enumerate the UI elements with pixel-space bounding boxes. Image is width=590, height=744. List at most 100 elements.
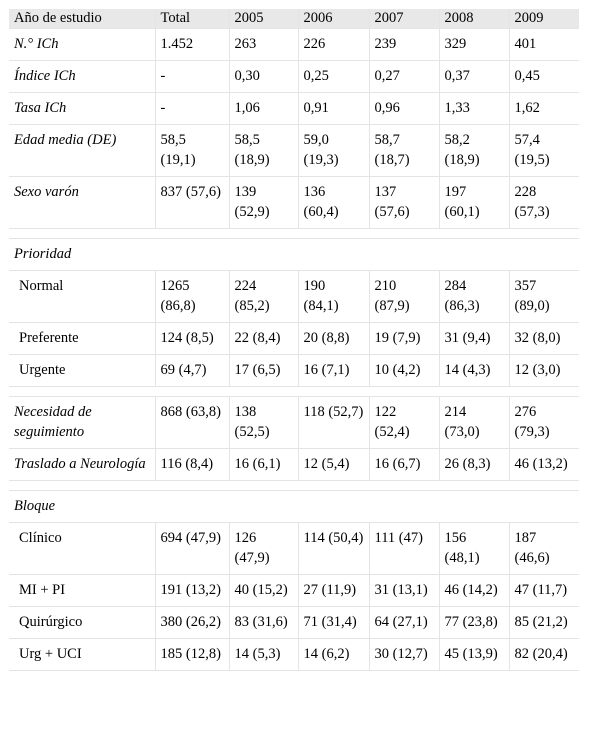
table-cell: 0,37 (439, 60, 510, 93)
table-cell: 239 (369, 28, 440, 61)
table-cell: 0,45 (509, 60, 579, 93)
spacer-cell (9, 480, 579, 491)
table-cell: 185 (12,8) (155, 638, 230, 671)
table-cell: 114 (50,4) (298, 522, 370, 575)
table-cell: 214 (73,0) (439, 396, 510, 449)
table-cell: 12 (5,4) (298, 448, 370, 481)
header-cell: 2005 (229, 9, 299, 29)
table-cell: 16 (7,1) (298, 354, 370, 387)
table-cell: 58,7 (18,7) (369, 124, 440, 177)
table-cell: 16 (6,7) (369, 448, 440, 481)
table-row: Urg + UCI 185 (12,8) 14 (5,3) 14 (6,2) 3… (9, 638, 579, 671)
row-label: Edad media (DE) (9, 124, 156, 177)
section-row: Bloque (9, 490, 579, 523)
table-cell: 124 (8,5) (155, 322, 230, 355)
table-row: MI + PI 191 (13,2) 40 (15,2) 27 (11,9) 3… (9, 574, 579, 607)
table-cell: 118 (52,7) (298, 396, 370, 449)
table-cell: 20 (8,8) (298, 322, 370, 355)
table-cell: - (155, 60, 230, 93)
table-cell: 10 (4,2) (369, 354, 440, 387)
row-label: Clínico (9, 522, 156, 575)
row-label: Necesidad de seguimiento (9, 396, 156, 449)
table-cell: 228 (57,3) (509, 176, 579, 229)
table-cell: 82 (20,4) (509, 638, 579, 671)
table-cell: 126 (47,9) (229, 522, 299, 575)
table-cell: 0,25 (298, 60, 370, 93)
table-cell: 32 (8,0) (509, 322, 579, 355)
table-cell: 58,5 (19,1) (155, 124, 230, 177)
table-row: Preferente 124 (8,5) 22 (8,4) 20 (8,8) 1… (9, 322, 579, 355)
table-cell: 224 (85,2) (229, 270, 299, 323)
table-cell: 47 (11,7) (509, 574, 579, 607)
table-row: Clínico 694 (47,9) 126 (47,9) 114 (50,4)… (9, 522, 579, 575)
section-title-prioridad: Prioridad (9, 238, 579, 271)
table-cell: 837 (57,6) (155, 176, 230, 229)
table-cell: 868 (63,8) (155, 396, 230, 449)
table-cell: 14 (6,2) (298, 638, 370, 671)
table-cell: 197 (60,1) (439, 176, 510, 229)
table-cell: 14 (4,3) (439, 354, 510, 387)
table-cell: 0,96 (369, 92, 440, 125)
spacer-cell (9, 386, 579, 397)
table-cell: 190 (84,1) (298, 270, 370, 323)
row-label: Índice ICh (9, 60, 156, 93)
table-header: Año de estudio Total 2005 2006 2007 2008… (9, 9, 579, 29)
table-row: Normal 1265 (86,8) 224 (85,2) 190 (84,1)… (9, 270, 579, 323)
row-label: Tasa ICh (9, 92, 156, 125)
table-cell: 27 (11,9) (298, 574, 370, 607)
header-cell: 2007 (369, 9, 440, 29)
table-cell: - (155, 92, 230, 125)
table-row: Tasa ICh - 1,06 0,91 0,96 1,33 1,62 (9, 92, 579, 125)
table-cell: 226 (298, 28, 370, 61)
header-row: Año de estudio Total 2005 2006 2007 2008… (9, 9, 579, 29)
table-cell: 17 (6,5) (229, 354, 299, 387)
table-cell: 380 (26,2) (155, 606, 230, 639)
row-label: Urgente (9, 354, 156, 387)
table-cell: 71 (31,4) (298, 606, 370, 639)
table-cell: 0,27 (369, 60, 440, 93)
table-cell: 138 (52,5) (229, 396, 299, 449)
row-label: Urg + UCI (9, 638, 156, 671)
table-cell: 31 (9,4) (439, 322, 510, 355)
table-cell: 122 (52,4) (369, 396, 440, 449)
table-row: Índice ICh - 0,30 0,25 0,27 0,37 0,45 (9, 60, 579, 93)
table-cell: 85 (21,2) (509, 606, 579, 639)
table-cell: 46 (13,2) (509, 448, 579, 481)
header-cell: 2008 (439, 9, 510, 29)
table-cell: 1.452 (155, 28, 230, 61)
table-cell: 694 (47,9) (155, 522, 230, 575)
table-cell: 64 (27,1) (369, 606, 440, 639)
table-container: Año de estudio Total 2005 2006 2007 2008… (9, 9, 579, 671)
row-label: N.° ICh (9, 28, 156, 61)
table-cell: 191 (13,2) (155, 574, 230, 607)
row-label: Quirúrgico (9, 606, 156, 639)
table-cell: 210 (87,9) (369, 270, 440, 323)
table-cell: 57,4 (19,5) (509, 124, 579, 177)
row-label: Sexo varón (9, 176, 156, 229)
table-cell: 59,0 (19,3) (298, 124, 370, 177)
section-title-bloque: Bloque (9, 490, 579, 523)
table-cell: 284 (86,3) (439, 270, 510, 323)
header-cell: Total (155, 9, 230, 29)
spacer-row (9, 386, 579, 397)
table-cell: 137 (57,6) (369, 176, 440, 229)
row-label: Preferente (9, 322, 156, 355)
table-cell: 1,06 (229, 92, 299, 125)
table-cell: 31 (13,1) (369, 574, 440, 607)
table-cell: 14 (5,3) (229, 638, 299, 671)
table-body: N.° ICh 1.452 263 226 239 329 401 Índice… (9, 28, 579, 671)
row-label: Traslado a Neurología (9, 448, 156, 481)
spacer-cell (9, 228, 579, 239)
table-row: Edad media (DE) 58,5 (19,1) 58,5 (18,9) … (9, 124, 579, 177)
table-cell: 136 (60,4) (298, 176, 370, 229)
header-cell: 2009 (509, 9, 579, 29)
table-cell: 19 (7,9) (369, 322, 440, 355)
table-cell: 0,30 (229, 60, 299, 93)
table-cell: 1,33 (439, 92, 510, 125)
table-row: N.° ICh 1.452 263 226 239 329 401 (9, 28, 579, 61)
table-cell: 116 (8,4) (155, 448, 230, 481)
table-cell: 1265 (86,8) (155, 270, 230, 323)
table-cell: 77 (23,8) (439, 606, 510, 639)
spacer-row (9, 228, 579, 239)
table-cell: 156 (48,1) (439, 522, 510, 575)
